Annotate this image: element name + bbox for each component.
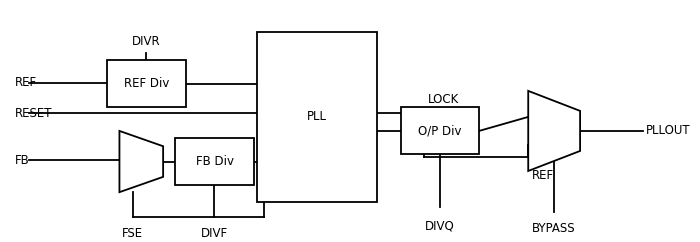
Text: FB Div: FB Div xyxy=(195,155,234,168)
Text: DIVQ: DIVQ xyxy=(425,220,454,233)
Text: DIVR: DIVR xyxy=(132,35,160,48)
Text: O/P Div: O/P Div xyxy=(418,124,461,137)
Polygon shape xyxy=(528,91,580,171)
Text: PLLOUT: PLLOUT xyxy=(646,124,691,137)
FancyBboxPatch shape xyxy=(107,60,186,107)
FancyBboxPatch shape xyxy=(258,32,377,202)
Text: REF: REF xyxy=(531,169,554,182)
Text: REF Div: REF Div xyxy=(124,77,169,90)
FancyBboxPatch shape xyxy=(400,107,479,154)
Text: BYPASS: BYPASS xyxy=(532,222,576,235)
Text: FSE: FSE xyxy=(122,227,143,240)
Text: FB: FB xyxy=(15,154,30,167)
Text: PLL: PLL xyxy=(307,110,327,123)
Text: RESET: RESET xyxy=(15,107,52,120)
Text: REF: REF xyxy=(15,76,37,89)
Polygon shape xyxy=(120,131,163,192)
FancyBboxPatch shape xyxy=(176,138,254,185)
Text: LOCK: LOCK xyxy=(428,93,459,106)
Text: DIVF: DIVF xyxy=(201,227,228,240)
